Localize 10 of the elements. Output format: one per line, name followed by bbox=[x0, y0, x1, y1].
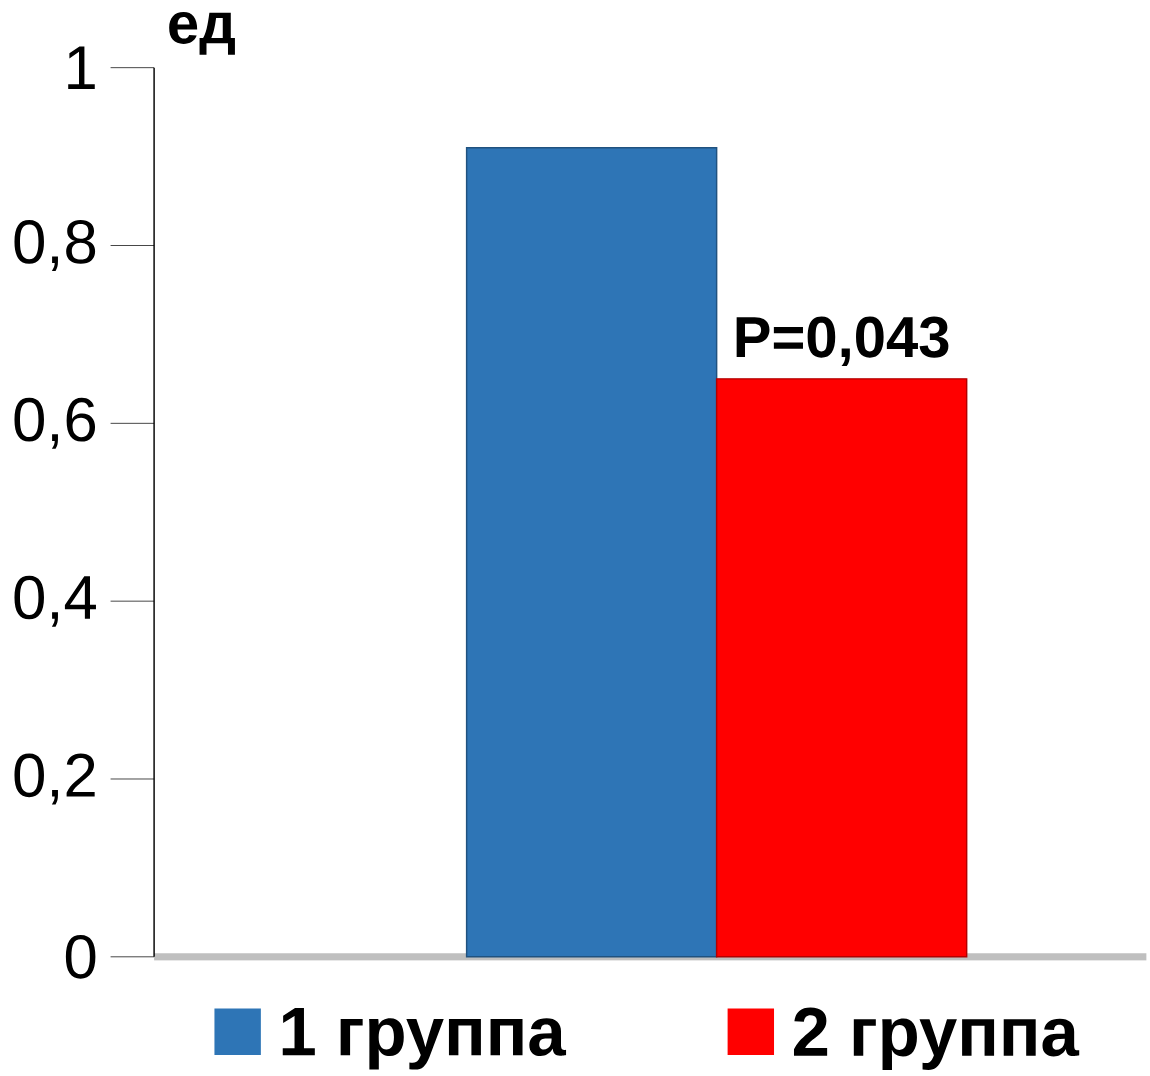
legend-label: 1 группа bbox=[282, 1008, 567, 1070]
annotation: P=0,043 bbox=[736, 316, 949, 367]
y-tick-label: 0 bbox=[65, 935, 96, 979]
y-tick-label: 0,8 bbox=[14, 220, 96, 272]
y-axis-title: ед bbox=[169, 12, 235, 56]
y-tick-label: 0,2 bbox=[14, 753, 95, 805]
legend-label: 2 группа bbox=[793, 1007, 1080, 1071]
y-tick-label: 0,6 bbox=[14, 398, 96, 449]
y-tick-label: 0,4 bbox=[14, 575, 96, 627]
y-tick-label: 1 bbox=[68, 46, 95, 90]
